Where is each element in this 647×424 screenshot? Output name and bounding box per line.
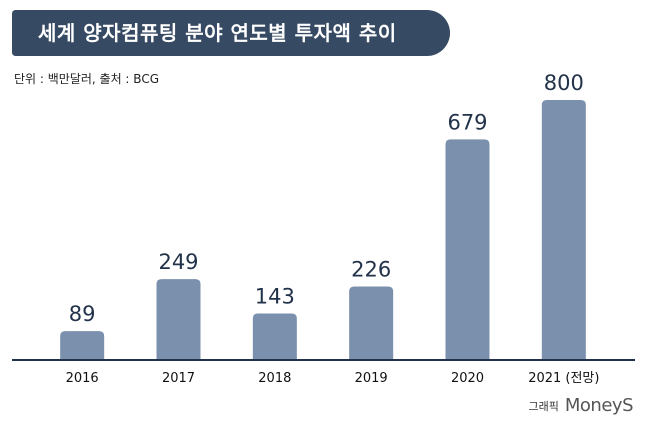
bar-2020	[445, 139, 490, 360]
bar-2016	[60, 331, 105, 360]
data-label: 249	[158, 250, 198, 274]
x-tick-label: 2017	[162, 371, 195, 386]
credit-text: 그래픽	[528, 399, 559, 413]
data-label: 679	[447, 110, 487, 134]
x-tick-label: 2021 (전망)	[528, 371, 599, 386]
bar-2019	[349, 286, 394, 360]
data-label: 800	[544, 71, 584, 95]
bar-2017	[156, 279, 201, 360]
x-tick-label: 2020	[451, 371, 484, 386]
data-label: 143	[255, 285, 295, 309]
bar-2021 (전망)	[541, 100, 586, 360]
x-tick-label: 2018	[258, 371, 291, 386]
graphic-credit: 그래픽 MoneyS	[528, 395, 634, 416]
data-label: 89	[69, 302, 96, 326]
title-banner: 세계 양자컴퓨팅 분야 연도별 투자액 추이	[12, 10, 450, 56]
data-label: 226	[351, 258, 391, 282]
chart-title: 세계 양자컴퓨팅 분야 연도별 투자액 추이	[38, 21, 397, 45]
moneys-logo: MoneyS	[564, 395, 634, 416]
x-tick-label: 2016	[66, 371, 99, 386]
bar-2018	[252, 313, 297, 360]
x-tick-label: 2019	[355, 371, 388, 386]
unit-source-note: 단위 : 백만달러, 출처 : BCG	[14, 72, 159, 86]
